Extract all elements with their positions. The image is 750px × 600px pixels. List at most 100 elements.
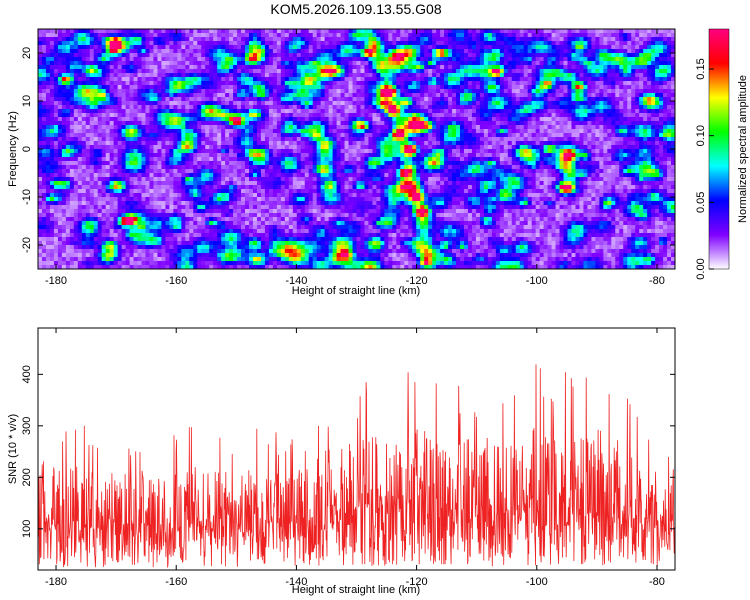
heatmap-cell (141, 41, 147, 46)
heatmap-cell (388, 53, 393, 58)
heatmap-cell (567, 109, 573, 114)
heatmap-cell (57, 153, 63, 158)
heatmap-cell (45, 57, 51, 62)
heatmap-cell (256, 49, 262, 54)
heatmap-cell (460, 101, 465, 106)
heatmap-cell (571, 89, 577, 94)
heatmap-cell (77, 153, 83, 158)
heatmap-cell (304, 29, 310, 34)
heatmap-cell (420, 29, 425, 34)
heatmap-cell (320, 105, 326, 110)
heatmap-cell (599, 129, 604, 134)
heatmap-cell (173, 97, 178, 102)
heatmap-cell (145, 97, 151, 102)
heatmap-cell (575, 29, 581, 34)
heatmap-cell (471, 89, 477, 94)
heatmap-cell (276, 113, 282, 118)
heatmap-cell (348, 69, 354, 74)
heatmap-cell (547, 61, 553, 66)
heatmap-cell (145, 101, 151, 106)
heatmap-cell (460, 93, 465, 98)
heatmap-cell (141, 101, 147, 106)
heatmap-cell (121, 129, 127, 134)
heatmap-cell (320, 29, 326, 34)
heatmap-cell (348, 97, 354, 102)
heatmap-cell (149, 145, 155, 150)
heatmap-cell (603, 33, 608, 38)
heatmap-cell (53, 93, 59, 98)
heatmap-cell (193, 97, 198, 102)
heatmap-cell (193, 121, 198, 126)
heatmap-cell (551, 145, 557, 150)
heatmap-cell (49, 73, 55, 78)
heatmap-cell (153, 97, 159, 102)
heatmap-cell (205, 37, 210, 42)
heatmap-cell (264, 133, 270, 138)
heatmap-cell (229, 117, 234, 122)
heatmap-cell (491, 113, 497, 118)
heatmap-cell (324, 133, 330, 138)
heatmap-cell (503, 29, 509, 34)
heatmap-cell (659, 65, 664, 70)
heatmap-cell (117, 125, 123, 130)
heatmap-cell (420, 65, 425, 70)
heatmap-cell (193, 53, 198, 58)
heatmap-cell (65, 57, 71, 62)
heatmap-cell (69, 117, 75, 122)
heatmap-cell (623, 109, 628, 114)
heatmap-cell (280, 145, 286, 150)
heatmap-cell (328, 145, 334, 150)
heatmap-cell (352, 145, 358, 150)
heatmap-cell (205, 33, 210, 38)
heatmap-cell (89, 57, 95, 62)
heatmap-cell (41, 97, 47, 102)
heatmap-cell (396, 141, 401, 146)
heatmap-cell (515, 93, 521, 98)
heatmap-cell (65, 69, 71, 74)
heatmap-cell (627, 37, 632, 42)
heatmap-cell (460, 97, 465, 102)
heatmap-cell (583, 105, 589, 110)
heatmap-cell (392, 29, 397, 34)
heatmap-cell (69, 101, 75, 106)
heatmap-cell (392, 113, 397, 118)
heatmap-cell (77, 133, 83, 138)
heatmap-cell (328, 33, 334, 38)
heatmap-cell (511, 141, 517, 146)
heatmap-cell (145, 93, 151, 98)
heatmap-cell (229, 49, 234, 54)
heatmap-cell (631, 77, 636, 82)
heatmap-cell (161, 61, 166, 66)
heatmap-cell (320, 137, 326, 142)
heatmap-cell (471, 45, 477, 50)
heatmap-cell (296, 37, 302, 42)
heatmap-cell (607, 137, 612, 142)
heatmap-cell (89, 109, 95, 114)
heatmap-cell (241, 33, 246, 38)
heatmap-cell (181, 33, 186, 38)
heatmap-cell (169, 37, 174, 42)
heatmap-cell (328, 81, 334, 86)
heatmap-cell (157, 89, 163, 94)
heatmap-cell (583, 101, 589, 106)
heatmap-cell (252, 105, 258, 110)
heatmap-cell (483, 49, 489, 54)
heatmap-cell (655, 57, 660, 62)
heatmap-cell (189, 101, 194, 106)
heatmap-cell (408, 89, 413, 94)
heatmap-cell (503, 141, 509, 146)
heatmap-cell (571, 61, 577, 66)
heatmap-cell (555, 89, 561, 94)
heatmap-cell (296, 41, 302, 46)
heatmap-cell (356, 105, 362, 110)
heatmap-cell (595, 37, 600, 42)
heatmap-cell (45, 53, 51, 58)
heatmap-cell (543, 109, 549, 114)
heatmap-cell (177, 73, 182, 78)
heatmap-cell (153, 81, 159, 86)
heatmap-cell (595, 117, 600, 122)
heatmap-cell (284, 101, 290, 106)
heatmap-cell (643, 41, 648, 46)
heatmap-cell (201, 41, 206, 46)
heatmap-cell (89, 133, 95, 138)
